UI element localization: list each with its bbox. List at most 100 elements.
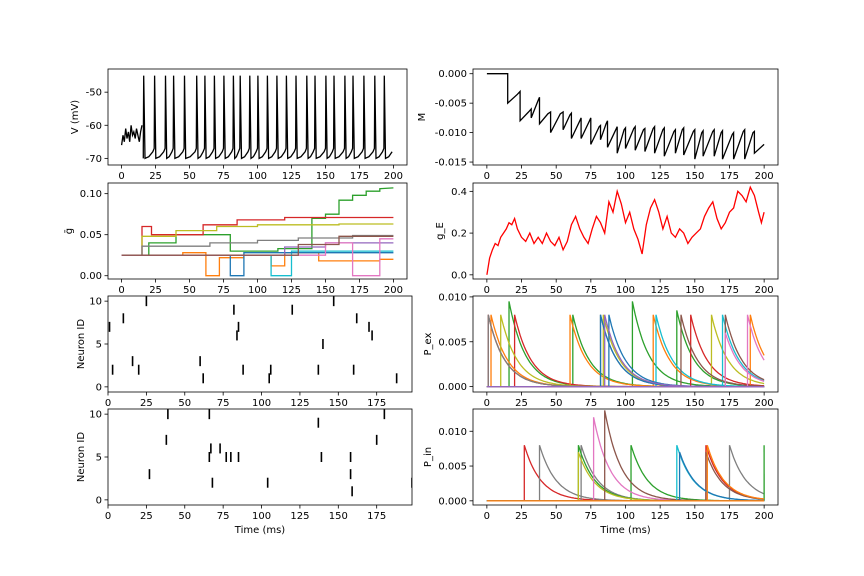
x-tick-label: 0	[484, 511, 490, 522]
series-event-line	[678, 451, 765, 502]
x-tick-label: 100	[616, 171, 635, 182]
x-tick-label: 175	[720, 398, 739, 409]
y-tick-label: 0.010	[438, 427, 467, 438]
series-line	[486, 185, 765, 275]
x-tick-label: 50	[183, 285, 196, 296]
y-tick-label: 0.000	[438, 496, 467, 507]
series-event-line	[724, 314, 765, 387]
series-line	[121, 223, 394, 256]
x-tick-label: 125	[651, 398, 670, 409]
y-tick-label: 0.4	[451, 187, 467, 198]
y-tick-label: 0.0	[451, 270, 467, 281]
x-tick-label: 50	[550, 285, 563, 296]
x-tick-label: 75	[584, 398, 597, 409]
x-tick-label: 50	[550, 398, 563, 409]
subplot-gE: 0 25 50 75 100 125 150 175 200 0.0 0.2 0.4 g_E	[435, 182, 779, 296]
data-layer	[486, 301, 765, 388]
x-tick-label: 200	[755, 398, 774, 409]
y-axis-label: P_ex	[423, 332, 434, 355]
y-tick-label: -70	[86, 154, 102, 165]
series-event-line	[710, 314, 765, 387]
y-tick-label: 0	[96, 382, 102, 393]
series-event-line	[728, 445, 765, 501]
x-tick-label: 50	[183, 171, 196, 182]
x-tick-label: 100	[616, 511, 635, 522]
y-tick-label: 0.00	[80, 271, 102, 282]
x-tick-label: 0	[105, 398, 111, 409]
x-tick-label: 200	[755, 285, 774, 296]
series-event-line	[724, 332, 765, 387]
y-tick-label: 0.000	[438, 382, 467, 393]
x-axis-label: Time (ms)	[234, 525, 286, 536]
y-tick-label: 0.005	[438, 462, 467, 473]
y-tick-label: -0.015	[435, 158, 467, 169]
x-tick-label: 75	[584, 285, 597, 296]
x-tick-label: 100	[616, 398, 635, 409]
series-event-line	[749, 314, 765, 387]
y-axis-label: V (mV)	[70, 100, 81, 135]
x-tick-label: 100	[248, 171, 267, 182]
series-event-line	[746, 314, 765, 387]
spike-train-line	[142, 75, 393, 160]
y-tick-label: 0	[96, 495, 102, 506]
x-tick-label: 150	[685, 398, 704, 409]
x-tick-label: 0	[118, 171, 124, 182]
subplot-p_ex: 0 25 50 75 100 125 150 175 200 0.000 0.005 0.010 P_e…	[423, 292, 779, 409]
x-tick-label: 25	[149, 285, 162, 296]
series-line	[121, 238, 394, 277]
y-tick-label: 0.2	[451, 229, 467, 240]
x-tick-label: 175	[350, 285, 369, 296]
series-line	[486, 73, 765, 160]
y-tick-label: 0.010	[438, 292, 467, 303]
x-tick-label: 25	[515, 398, 528, 409]
x-tick-label: 150	[329, 398, 348, 409]
y-tick-label: -60	[86, 121, 102, 132]
x-tick-label: 50	[178, 398, 191, 409]
x-tick-label: 100	[252, 511, 271, 522]
x-tick-label: 175	[367, 511, 386, 522]
series-event-line	[721, 314, 765, 387]
x-tick-label: 0	[118, 285, 124, 296]
x-tick-label: 100	[616, 285, 635, 296]
x-tick-label: 25	[140, 511, 153, 522]
y-tick-label: 0.10	[80, 189, 102, 200]
series-event-line	[690, 314, 765, 387]
x-tick-label: 25	[515, 285, 528, 296]
y-tick-label: 10	[89, 410, 102, 421]
subplot-grid: 0 25 50 75 100 125 150 175 200-70-60-50V (mV)0 25…	[64, 68, 779, 536]
x-tick-label: 200	[384, 171, 403, 182]
series-line	[121, 235, 394, 256]
x-tick-label: 150	[685, 171, 704, 182]
x-tick-label: 25	[149, 171, 162, 182]
x-tick-label: 175	[720, 285, 739, 296]
x-tick-label: 175	[720, 171, 739, 182]
x-tick-label: 150	[316, 285, 335, 296]
y-axis-label: Neuron ID	[76, 319, 87, 369]
series-event-line	[706, 445, 765, 501]
data-layer	[486, 73, 765, 160]
x-tick-label: 75	[217, 398, 230, 409]
x-tick-label: 125	[651, 171, 670, 182]
data-layer	[120, 75, 393, 160]
x-tick-label: 100	[252, 398, 271, 409]
y-tick-label: -0.010	[435, 128, 467, 139]
x-tick-label: 0	[484, 171, 490, 182]
data-layer	[486, 185, 765, 275]
x-tick-label: 150	[316, 171, 335, 182]
data-layer	[108, 296, 398, 384]
x-tick-label: 75	[217, 171, 230, 182]
series-event-line	[680, 314, 765, 387]
y-axis-label: M	[417, 113, 428, 122]
data-layer	[148, 409, 412, 497]
series-line	[121, 187, 394, 256]
y-tick-label: 0.000	[438, 69, 467, 80]
y-tick-label: 10	[89, 297, 102, 308]
y-tick-label: 0.05	[80, 230, 102, 241]
x-tick-label: 150	[329, 511, 348, 522]
y-tick-label: 5	[96, 453, 102, 464]
y-axis-label: ḡ	[64, 228, 75, 234]
y-tick-label: 5	[96, 340, 102, 351]
x-tick-label: 75	[217, 285, 230, 296]
